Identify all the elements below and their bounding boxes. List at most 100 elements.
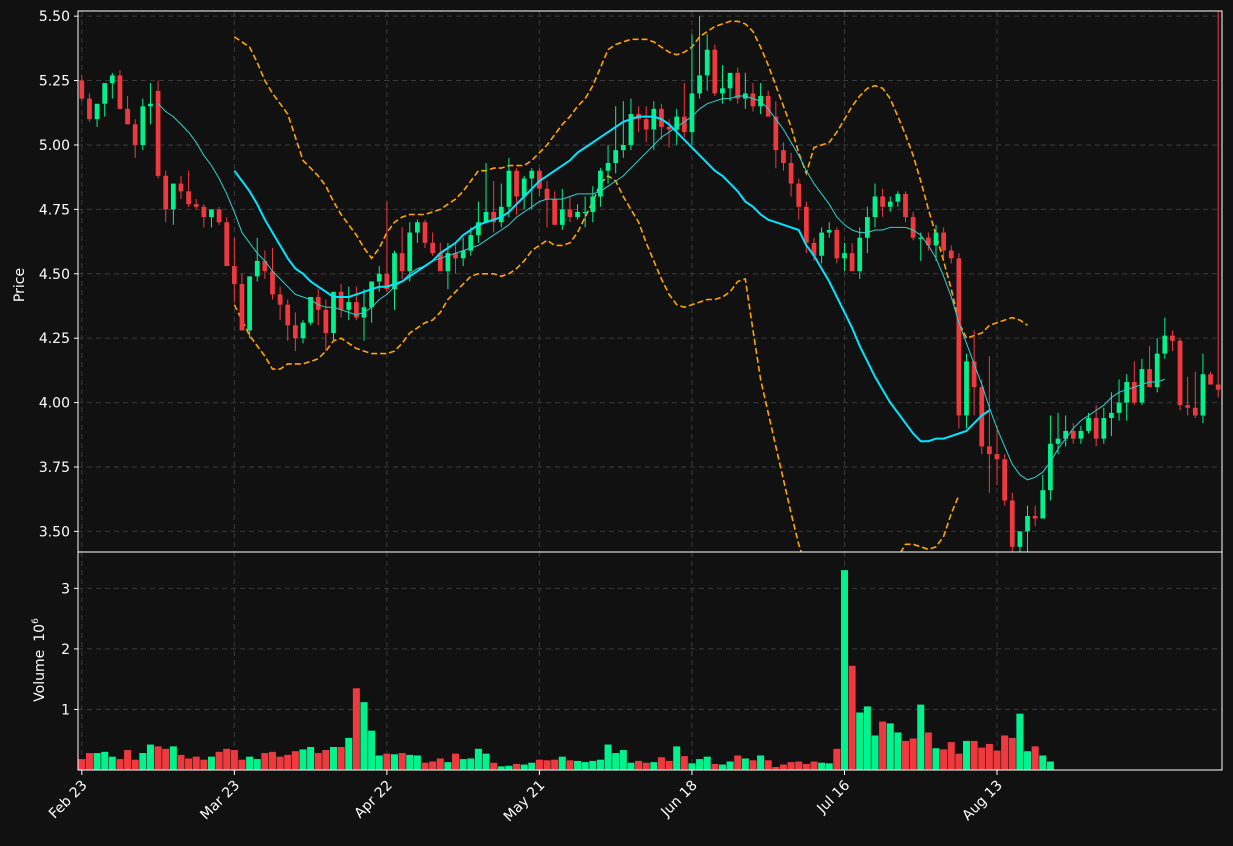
volume-bar xyxy=(596,759,604,770)
candle-body xyxy=(216,209,222,223)
volume-bar xyxy=(314,753,322,770)
volume-bar xyxy=(253,759,261,770)
candle-body xyxy=(651,108,657,130)
candle-body xyxy=(483,211,489,223)
candle-body xyxy=(613,150,619,163)
volume-bar xyxy=(108,756,116,770)
candle-body xyxy=(369,281,374,308)
volume-bar xyxy=(85,753,93,770)
volume-bar xyxy=(1031,746,1039,770)
volume-bar xyxy=(352,688,360,770)
candle-body xyxy=(849,253,855,272)
volume-bar xyxy=(345,737,353,770)
volume-bar xyxy=(696,759,704,770)
candle-body xyxy=(262,260,268,272)
candle-body xyxy=(529,170,535,179)
candle-body xyxy=(773,116,779,151)
volume-bar xyxy=(1001,735,1009,770)
volume-bar xyxy=(985,743,993,770)
candle-body xyxy=(102,83,108,104)
candle-body xyxy=(926,237,931,246)
candle-body xyxy=(1192,407,1198,416)
volume-bar xyxy=(581,762,589,770)
volume-axis-label: Volume 106 xyxy=(31,618,48,702)
volume-bar xyxy=(932,748,940,770)
price-tick-label: 4.50 xyxy=(39,267,70,283)
candle-body xyxy=(315,296,321,310)
volume-bar xyxy=(162,748,170,770)
volume-axis-label-text: Volume xyxy=(32,650,48,702)
volume-tick-label: 2 xyxy=(61,642,70,658)
candle-body xyxy=(224,222,230,267)
candle-body xyxy=(323,309,329,334)
volume-bar xyxy=(818,762,826,770)
volume-bar xyxy=(703,756,711,770)
candle-body xyxy=(1002,459,1008,501)
candle-body xyxy=(468,235,474,251)
volume-bar xyxy=(924,732,932,770)
candle-body xyxy=(544,188,550,200)
candle-body xyxy=(498,206,504,223)
candle-body xyxy=(407,232,413,272)
candle-body xyxy=(674,116,680,130)
candle-body xyxy=(781,150,786,163)
candle-body xyxy=(826,229,832,233)
volume-bar xyxy=(1039,755,1047,770)
volume-bar xyxy=(680,756,688,770)
volume-bar xyxy=(886,723,894,770)
volume-tick-label: 1 xyxy=(61,702,70,718)
volume-bar xyxy=(993,750,1001,770)
volume-bar xyxy=(726,761,734,770)
candle-body xyxy=(117,75,123,109)
volume-bar xyxy=(406,754,414,770)
candle-body xyxy=(880,196,885,207)
candle-body xyxy=(971,361,977,388)
candle-body xyxy=(140,106,146,145)
candle-body xyxy=(864,217,870,238)
candle-body xyxy=(521,178,527,197)
candle-body xyxy=(895,193,901,202)
candle-body xyxy=(750,93,756,107)
candle-body xyxy=(186,191,191,205)
volume-bar xyxy=(940,749,948,770)
volume-bar xyxy=(383,753,391,770)
candle-body xyxy=(376,273,382,282)
price-tick-label: 5.00 xyxy=(39,138,70,154)
candle-body xyxy=(811,242,817,256)
candle-body xyxy=(354,302,359,318)
volume-bar xyxy=(474,748,482,770)
volume-bar xyxy=(635,760,643,770)
candle-body xyxy=(392,253,397,290)
volume-bar xyxy=(490,762,498,770)
candle-body xyxy=(842,253,847,259)
price-tick-label: 5.50 xyxy=(39,9,70,25)
volume-bar xyxy=(772,766,780,770)
volume-bar xyxy=(535,759,543,770)
volume-bar xyxy=(833,748,841,770)
volume-bar xyxy=(734,755,742,770)
candle-body xyxy=(582,211,588,214)
candle-body xyxy=(1086,418,1091,431)
volume-bar xyxy=(917,704,925,770)
candle-body xyxy=(422,222,428,243)
bollinger-upper-line xyxy=(233,20,1028,340)
volume-bar xyxy=(642,762,650,770)
volume-bar xyxy=(390,754,399,770)
candle-body xyxy=(689,93,695,133)
candle-body xyxy=(933,232,939,246)
candle-body xyxy=(956,258,962,416)
volume-bar xyxy=(1024,751,1032,770)
candle-body xyxy=(819,232,824,256)
candle-body xyxy=(247,276,252,331)
volume-bar xyxy=(825,763,833,770)
candle-body xyxy=(994,454,1000,460)
candle-body xyxy=(1177,340,1183,406)
candle-body xyxy=(170,183,176,210)
volume-bar xyxy=(802,763,810,770)
candle-body xyxy=(155,90,161,176)
moving-averages xyxy=(157,95,1165,481)
volume-bar xyxy=(558,756,566,770)
candle-body xyxy=(735,72,741,99)
candle-body xyxy=(643,119,649,130)
